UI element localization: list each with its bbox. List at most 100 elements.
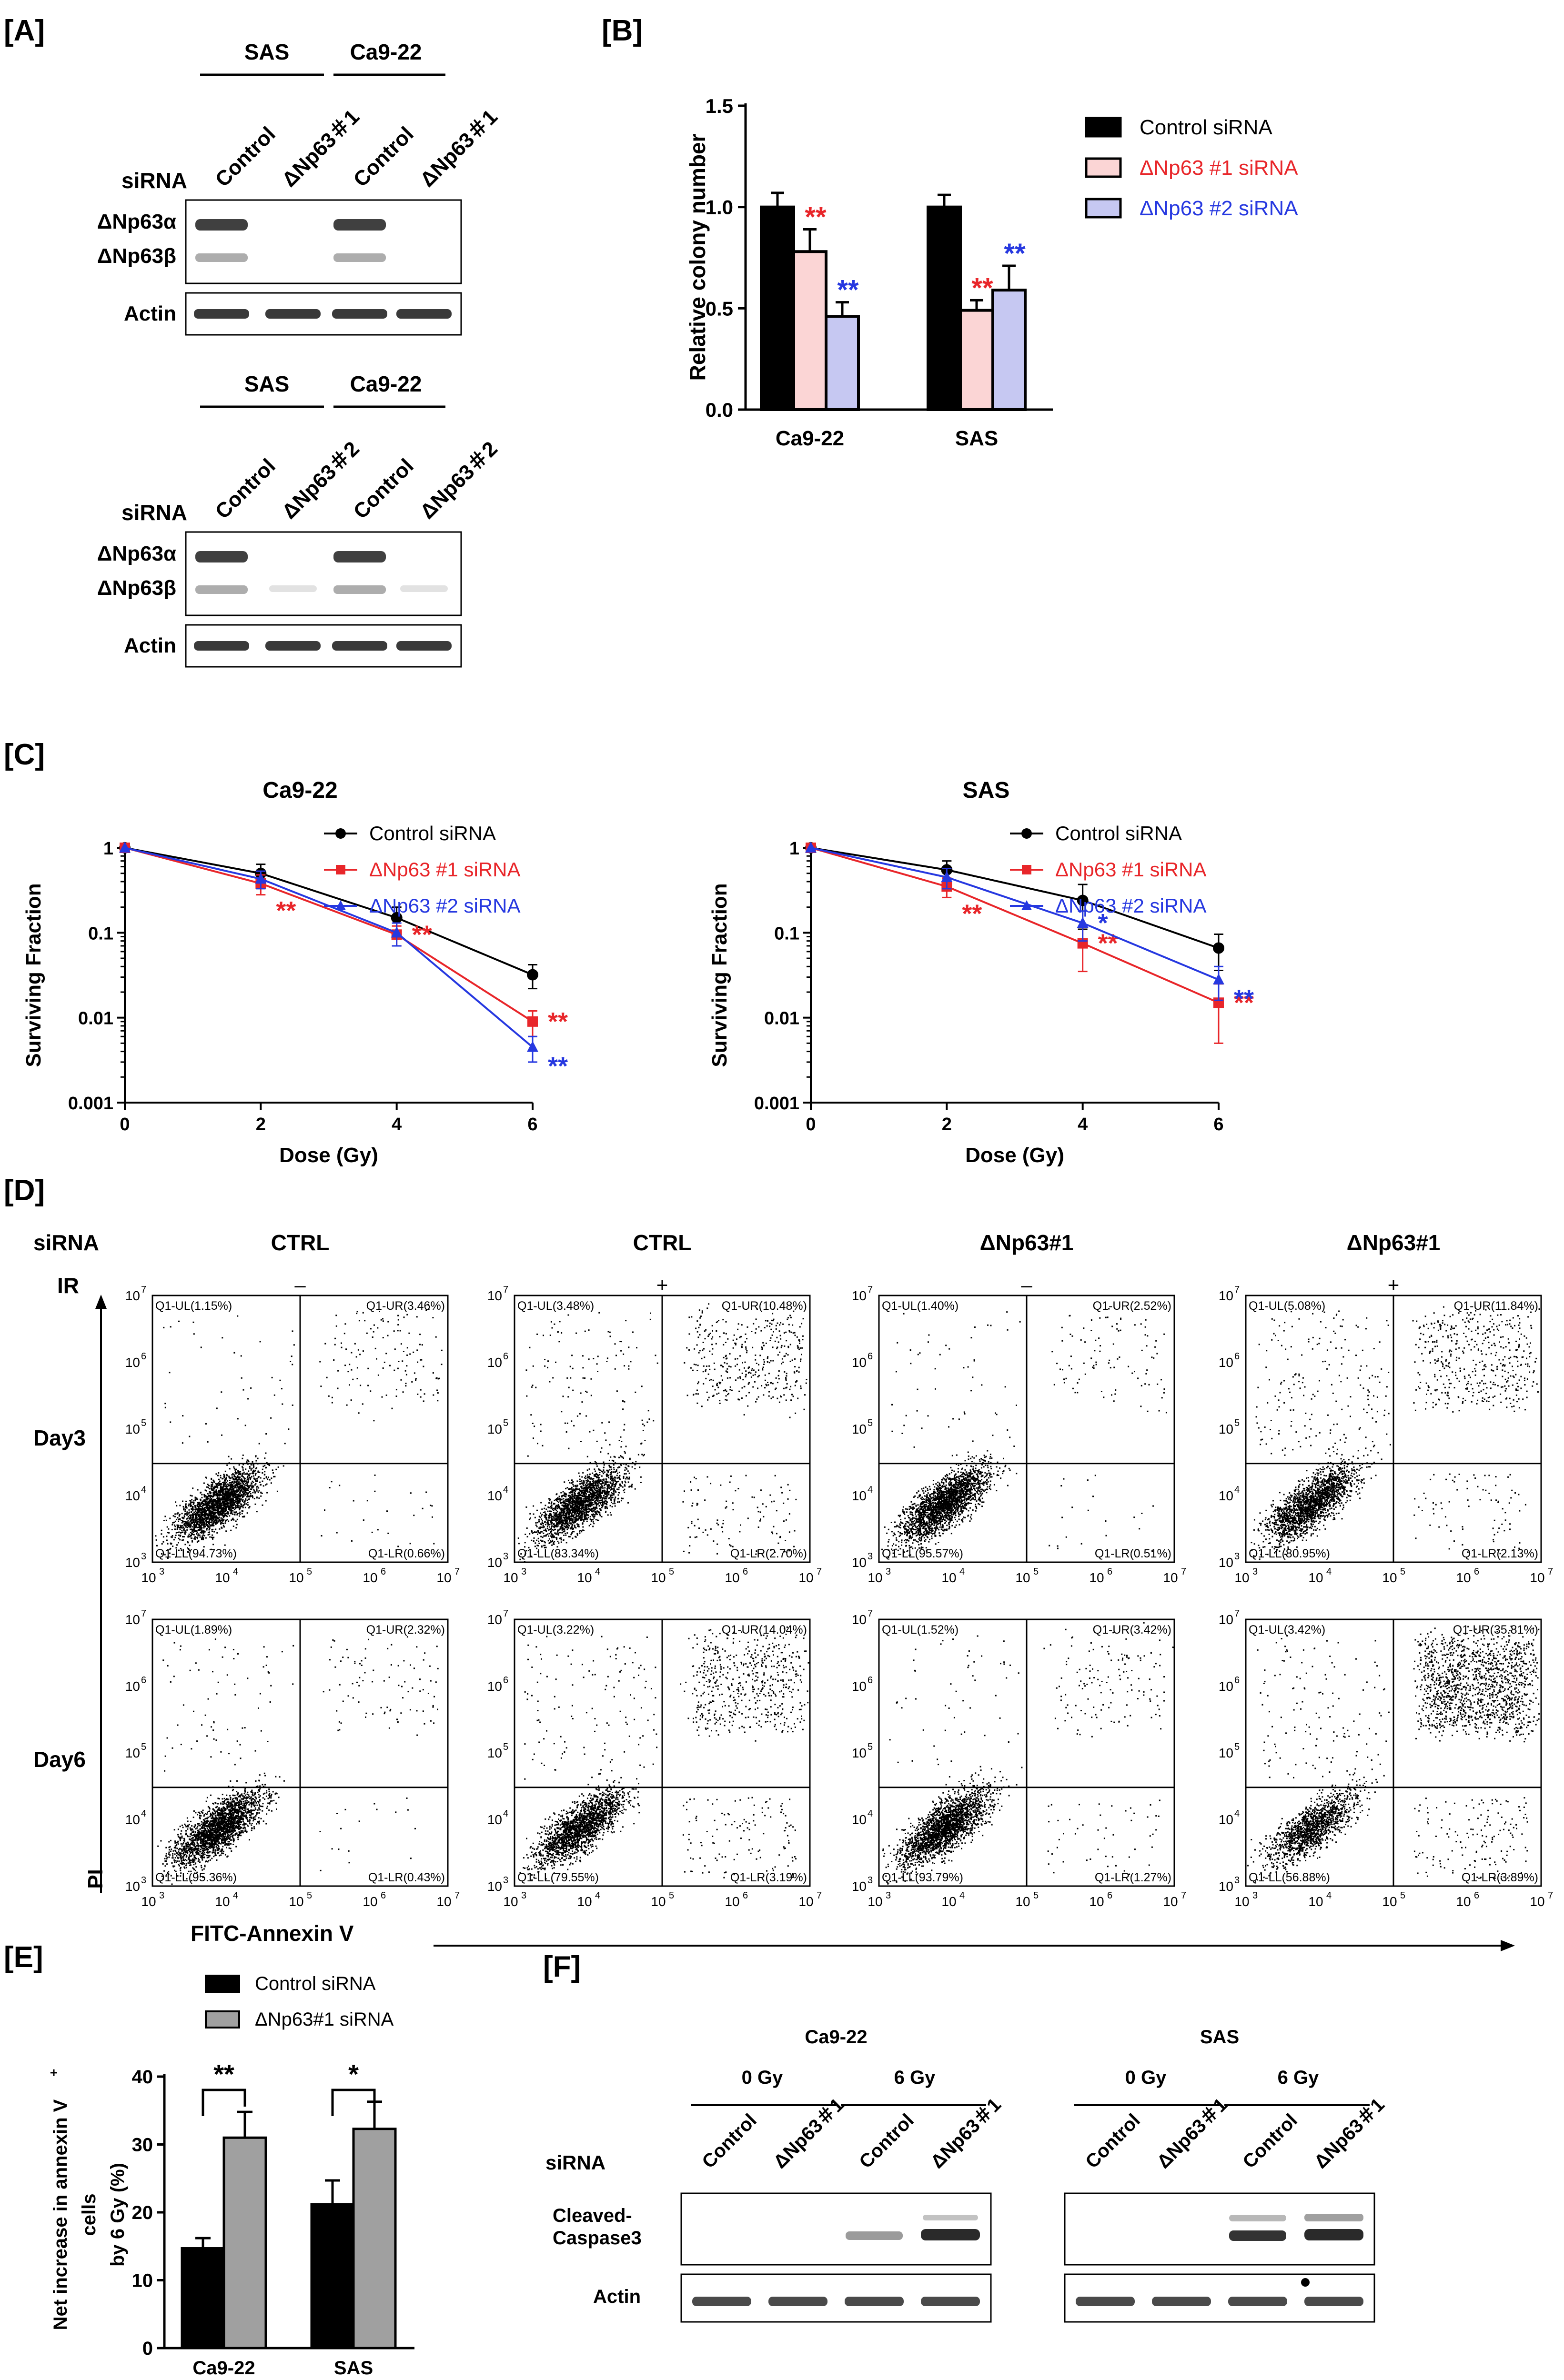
caspase-band <box>846 2231 903 2240</box>
y-tick-label: 10 <box>487 1679 502 1694</box>
ir-row-label: IR <box>57 1273 79 1298</box>
legend-marker <box>335 900 346 910</box>
x-tick-exp: 6 <box>743 1567 748 1577</box>
y-tick-label: 10 <box>852 1879 867 1894</box>
x-tick-label: 10 <box>1530 1894 1544 1909</box>
x-tick-label: 6 <box>1213 1115 1223 1135</box>
quadrant-lr: Q1-LR(0.66%) <box>368 1547 445 1560</box>
x-tick-exp: 3 <box>521 1890 526 1901</box>
y-tick-label: 10 <box>125 1812 140 1827</box>
y-tick-label: 10 <box>852 1288 867 1303</box>
y-tick-label: 10 <box>1219 1812 1233 1827</box>
y-tick-label: 0.01 <box>78 1009 113 1029</box>
alpha-band <box>333 219 386 231</box>
y-tick-exp: 4 <box>868 1808 873 1819</box>
quadrant-ll: Q1-LL(95.57%) <box>882 1547 963 1560</box>
significance-bracket <box>331 2089 376 2116</box>
data-point <box>527 1016 538 1027</box>
legend-marker <box>1022 865 1031 874</box>
event-dots <box>157 1632 439 1885</box>
y-tick-exp: 6 <box>868 1351 873 1362</box>
y-tick-exp: 5 <box>1234 1742 1240 1752</box>
flow-plot: Q1-UL(3.48%) Q1-UR(10.48%) Q1-LL(83.34%) Q1… <box>487 1285 822 1585</box>
x-tick-exp: 6 <box>1474 1567 1479 1577</box>
quadrant-ll: Q1-LL(79.55%) <box>517 1871 599 1884</box>
chart-title: Ca9-22 <box>262 778 337 803</box>
significance: ** <box>213 2059 234 2089</box>
legend-label: ΔNp63 #2 siRNA <box>1140 197 1298 220</box>
caspase-band <box>1304 2229 1363 2240</box>
y-tick-label: 30 <box>132 2135 153 2156</box>
x-tick-exp: 3 <box>159 1890 164 1901</box>
x-tick-label: 10 <box>363 1570 377 1585</box>
legend-label: ΔNp63#1 siRNA <box>255 2009 394 2030</box>
y-axis-label-sup: + <box>46 2069 61 2077</box>
legend-marker <box>1021 900 1032 910</box>
significance: ** <box>548 1052 568 1081</box>
significance: ** <box>1234 988 1254 1017</box>
caspase-band <box>923 2215 978 2220</box>
y-tick-label: 10 <box>125 1555 140 1570</box>
y-tick-label: 10 <box>1219 1612 1233 1627</box>
significance: ** <box>412 920 432 949</box>
actin-label: Actin <box>124 302 176 325</box>
legend-label: Control siRNA <box>1055 822 1182 844</box>
quadrant-ur: Q1-UR(14.04%) <box>722 1623 807 1637</box>
bar <box>825 315 860 412</box>
flow-plot: Q1-UL(1.40%) Q1-UR(2.52%) Q1-LL(95.57%) Q1-… <box>852 1285 1186 1585</box>
y-tick-exp: 7 <box>141 1608 146 1619</box>
sirna-label: siRNA <box>121 500 187 525</box>
bar <box>991 289 1027 412</box>
band-label: ΔNp63α <box>97 542 176 565</box>
x-tick-exp: 5 <box>1033 1890 1039 1901</box>
actin-band <box>194 309 249 319</box>
legend-swatch <box>1085 198 1122 219</box>
lane-label: ΔNp63＃1 <box>415 105 502 192</box>
column-sirna-label: ΔNp63#1 <box>980 1230 1074 1255</box>
x-tick-label: 10 <box>1382 1894 1397 1909</box>
x-tick-label: 10 <box>868 1894 882 1909</box>
x-tick-exp: 7 <box>817 1567 822 1577</box>
y-tick-exp: 5 <box>1234 1418 1240 1428</box>
y-tick-label: 10 <box>487 1812 502 1827</box>
caspase-blot-box <box>1064 2192 1375 2266</box>
y-tick-exp: 3 <box>1234 1551 1240 1562</box>
x-tick-label: 10 <box>1163 1894 1178 1909</box>
quadrant-lr: Q1-LR(1.27%) <box>1095 1871 1171 1884</box>
cell-header: SAS <box>244 40 290 64</box>
y-tick-exp: 7 <box>503 1608 508 1619</box>
legend-swatch <box>205 2010 240 2029</box>
faint-band <box>269 585 317 592</box>
y-tick-exp: 3 <box>141 1551 146 1562</box>
flow-plot: Q1-UL(1.15%) Q1-UR(3.46%) Q1-LL(94.73%) Q1-… <box>125 1285 460 1585</box>
quadrant-lr: Q1-LR(3.89%) <box>1462 1871 1538 1884</box>
y-tick-label: 10 <box>852 1555 867 1570</box>
y-tick-label: 10 <box>1219 1422 1233 1436</box>
quadrant-lr: Q1-LR(0.51%) <box>1095 1547 1171 1560</box>
y-tick-exp: 4 <box>1234 1808 1240 1819</box>
y-tick-exp: 6 <box>1234 1675 1240 1686</box>
lane-label: Control <box>698 2110 761 2173</box>
quadrant-ul: Q1-UL(5.08%) <box>1249 1299 1325 1313</box>
x-tick-label: 10 <box>141 1894 156 1909</box>
x-tick-exp: 5 <box>669 1567 674 1577</box>
blot-box <box>185 531 462 616</box>
data-point <box>1077 917 1089 928</box>
event-dots <box>881 1308 1167 1558</box>
x-tick-label: 10 <box>1234 1894 1249 1909</box>
y-tick-label: 0.5 <box>706 297 733 320</box>
x-tick-label: Ca9-22 <box>192 2358 255 2379</box>
x-tick-label: 10 <box>289 1570 303 1585</box>
lane-label: ΔNp63＃2 <box>277 437 364 524</box>
actin-band <box>265 309 321 319</box>
x-tick-exp: 6 <box>1107 1567 1112 1577</box>
blot-box <box>185 199 462 284</box>
x-tick-exp: 4 <box>959 1890 965 1901</box>
x-tick-label: 10 <box>725 1894 739 1909</box>
event-dots <box>517 1303 807 1562</box>
caspase-band <box>921 2229 980 2240</box>
y-tick-exp: 4 <box>868 1485 873 1495</box>
lane-label: Control <box>349 454 418 523</box>
x-tick-label: 0 <box>120 1115 130 1135</box>
x-tick-label: 10 <box>1015 1894 1030 1909</box>
